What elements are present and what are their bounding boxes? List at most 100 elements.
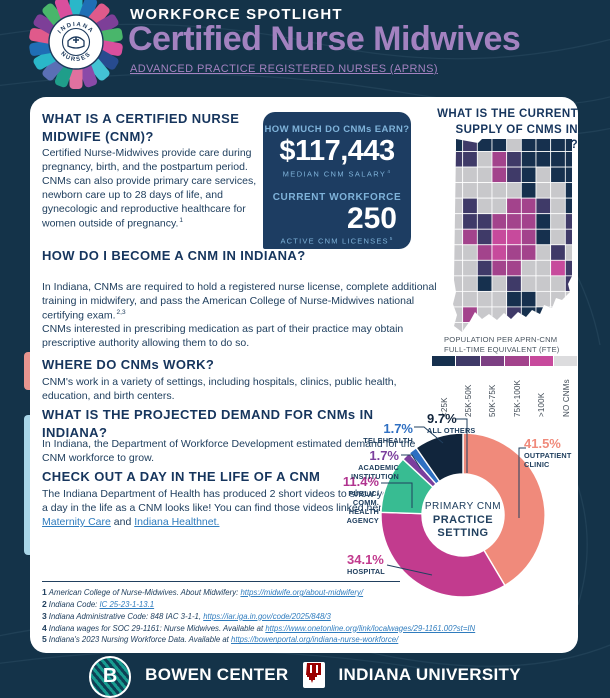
link-connector: and: [110, 515, 135, 528]
slice-name: ACADEMIC INSTITUTION: [350, 463, 399, 482]
county-choropleth-grid: [453, 139, 572, 332]
donut-center-label: PRIMARY CNM PRACTICE SETTING: [425, 501, 501, 539]
footnote-link[interactable]: https://midwife.org/about-midwifery/: [240, 588, 364, 597]
footnote-number: 5: [42, 634, 47, 645]
section-body-demand: In Indiana, the Department of Workforce …: [42, 438, 416, 464]
footnote-number: 2: [42, 598, 47, 609]
practice-setting-chart: PRIMARY CNM PRACTICE SETTING 41.5% OUTPA…: [340, 405, 590, 633]
section-heading-day-in-life: CHECK OUT A DAY IN THE LIFE OF A CNM: [42, 469, 321, 484]
footnote-number: 4: [42, 622, 47, 633]
map-legend: <25K 25K-50K 50K-75K 75K-100K >100K NO C…: [432, 356, 579, 417]
donut-callout-label: 41.5% OUTPATIENT CLINIC: [524, 436, 572, 470]
slice-percent: 1.7%: [383, 421, 413, 436]
legend-item: 75K-100K: [505, 356, 530, 417]
legend-item: 25K-50K: [456, 356, 481, 417]
footnote-text: Indiana wages for SOC 29-1161: Nurse Mid…: [48, 623, 266, 633]
footnote-number: 3: [42, 610, 47, 621]
donut-callout-label: 1.7% TELEHEALTH: [363, 421, 413, 446]
section-body-day-in-life: The Indiana Department of Health has pro…: [42, 488, 424, 530]
workforce-spotlight-eyebrow: WORKFORCE SPOTLIGHT: [130, 6, 343, 23]
footnote-text: Indiana Administrative Code: 848 IAC 3-1…: [48, 611, 204, 621]
footnote-divider: [42, 581, 400, 582]
slice-name: PUBLIC/ COMM. HEALTH AGENCY: [346, 489, 379, 525]
svg-text:PRIMARY CNM: PRIMARY CNM: [425, 501, 501, 512]
indiana-county-map: [453, 139, 572, 332]
slice-percent: 34.1%: [347, 552, 384, 567]
caption-line-2: FULL-TIME EQUIVALENT (FTE): [444, 344, 560, 354]
footnote-ref-2-3: 2,3: [116, 308, 126, 316]
legend-item: <25K: [432, 356, 457, 417]
svg-text:PRACTICE: PRACTICE: [433, 514, 493, 526]
section-body-work: CNM's work in a variety of settings, inc…: [42, 376, 397, 402]
footnote: 1 American College of Nurse-Midwives. Abo…: [42, 587, 567, 599]
legend-swatch: [432, 356, 457, 366]
donut-chart: PRIMARY CNM PRACTICE SETTING: [380, 418, 546, 598]
nurse-cap-icon: [67, 36, 85, 49]
logo-color-spokes: [29, 0, 123, 89]
slice-name: TELEHEALTH: [363, 436, 413, 446]
footnote-text: Indiana's 2023 Nursing Workforce Data. A…: [48, 635, 231, 645]
donut-callout-label: 1.7% ACADEMIC INSTITUTION: [350, 448, 399, 482]
footnote-link[interactable]: https://bowenportal.org/indiana-nurse-wo…: [231, 635, 399, 645]
decorative-blue-tab: [24, 415, 32, 555]
current-workforce-heading: CURRENT WORKFORCE: [272, 191, 402, 203]
section-heading-become: HOW DO I BECOME A CNM IN INDIANA?: [42, 248, 306, 263]
page-subtitle-link[interactable]: ADVANCED PRACTICE REGISTERED NURSES (APR…: [130, 63, 438, 75]
map-legend-caption: POPULATION PER APRN-CNM FULL-TIME EQUIVA…: [444, 335, 599, 355]
licenses-label-text: ACTIVE CNM LICENSES: [280, 236, 389, 245]
footnote: 3 Indiana Administrative Code: 848 IAC 3-…: [42, 611, 567, 623]
content-card: WHAT IS A CERTIFIED NURSE MIDWIFE (CNM)?…: [30, 97, 579, 653]
footnote-ref-1: 1: [179, 216, 184, 224]
footnote: 2 Indiana Code: IC 25-23-1-13.1: [42, 599, 567, 611]
footer-logos: B BOWEN CENTER INDIANA UNIVERSITY: [0, 656, 610, 698]
footnote-ref-4: 4: [387, 169, 392, 174]
section-body-become-1: In Indiana, CNMs are required to hold a …: [42, 281, 444, 323]
caption-line-1: POPULATION PER APRN-CNM: [444, 335, 558, 344]
slice-percent: 9.7%: [427, 411, 457, 426]
bowen-center-wordmark: BOWEN CENTER: [145, 665, 289, 684]
slice-percent: 1.7%: [369, 448, 399, 463]
svg-text:SETTING: SETTING: [437, 527, 488, 539]
indiana-university-wordmark: INDIANA UNIVERSITY: [338, 665, 521, 684]
footnote-list: 1 American College of Nurse-Midwives. Abo…: [42, 587, 567, 646]
what-is-text: Certified Nurse-Midwives provide care du…: [42, 147, 257, 230]
median-salary-value: $117,443: [279, 135, 395, 167]
footnote-link[interactable]: https://iar.iga.in.gov/code/2025/848/3: [203, 611, 331, 621]
section-heading-work: WHERE DO CNMs WORK?: [42, 357, 215, 372]
salary-label-text: MEDIAN CNM SALARY: [282, 169, 387, 179]
legend-swatch: [480, 356, 506, 366]
active-licenses-label: ACTIVE CNM LICENSES5: [263, 236, 411, 246]
legend-swatch: [529, 356, 554, 366]
footnote: 5 Indiana's 2023 Nursing Workforce Data. …: [42, 634, 567, 646]
become-text-1: In Indiana, CNMs are required to hold a …: [42, 281, 437, 322]
donut-slices: [380, 432, 546, 598]
median-salary-label: MEDIAN CNM SALARY4: [263, 169, 411, 179]
indiana-healthnet-link[interactable]: Indiana Healthnet.: [134, 515, 220, 528]
section-heading-demand: WHAT IS THE PROJECTED DEMAND FOR CNMs IN…: [42, 407, 374, 440]
leader-lines: [381, 418, 526, 576]
section-body-become-2: CNMs interested in prescribing medicatio…: [42, 323, 404, 349]
section-body-what-is: Certified Nurse-Midwives provide care du…: [42, 147, 266, 231]
iu-trident-icon: [302, 662, 325, 688]
footnote-link[interactable]: IC 25-23-1-13.1: [99, 599, 155, 609]
active-licenses-count: 250: [346, 201, 397, 235]
indiana-nurses-logo: INDIANA NURSES: [29, 0, 123, 89]
footnote-link[interactable]: https://www.onetonline.org/link/localwag…: [265, 623, 476, 633]
slice-name: OUTPATIENT CLINIC: [524, 451, 572, 470]
slice-name: ALL OTHERS: [427, 426, 476, 436]
donut-callout-label: 11.4% PUBLIC/ COMM. HEALTH AGENCY: [343, 474, 379, 525]
donut-callout-label: 34.1% HOSPITAL: [347, 552, 385, 577]
page-title: Certified Nurse Midwives: [128, 20, 521, 58]
legend-item: >100K: [529, 356, 554, 417]
donut-callout-label: 9.7% ALL OTHERS: [427, 411, 476, 436]
legend-swatch: [553, 356, 579, 366]
salary-stat-box: HOW MUCH DO CNMs EARN? $117,443 MEDIAN C…: [263, 112, 411, 249]
slice-name: HOSPITAL: [347, 567, 385, 577]
bowen-center-logo: B: [89, 656, 132, 698]
footnote-text: American College of Nurse-Midwives. Abou…: [48, 588, 241, 597]
decorative-pink-tab: [24, 352, 32, 390]
legend-swatch: [505, 356, 530, 366]
earn-heading: HOW MUCH DO CNMs EARN?: [264, 124, 410, 135]
footnote-number: 1: [42, 587, 47, 597]
legend-item: NO CNMs: [553, 356, 579, 417]
